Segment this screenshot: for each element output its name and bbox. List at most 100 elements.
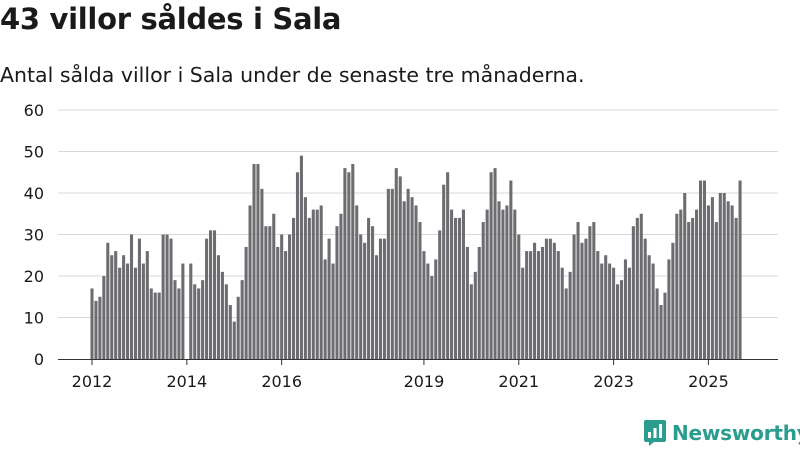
bar	[291, 217, 296, 359]
bar	[540, 246, 545, 359]
bar	[730, 205, 734, 359]
bar	[110, 255, 114, 359]
bar	[212, 230, 217, 359]
y-tick-label: 0	[34, 350, 44, 369]
bar	[311, 209, 315, 359]
bar	[722, 193, 726, 359]
bar	[655, 288, 659, 359]
bar	[94, 300, 98, 359]
bar	[663, 292, 667, 359]
bar	[315, 209, 319, 359]
bar	[465, 246, 469, 359]
bar	[236, 296, 240, 359]
bar	[307, 217, 311, 359]
bar	[189, 263, 193, 359]
bar	[371, 226, 375, 359]
bar	[675, 213, 679, 359]
bar	[560, 267, 564, 359]
bar	[698, 180, 703, 359]
bar	[90, 288, 94, 359]
y-tick-label: 10	[24, 309, 44, 328]
bar	[461, 209, 465, 359]
bar	[418, 222, 422, 359]
bar	[702, 180, 707, 359]
newsworthy-logo-icon	[644, 420, 666, 446]
bar	[635, 217, 639, 359]
bar	[726, 201, 730, 359]
x-axis: 2012 2014 2016 2019 2021 2023 2025	[58, 359, 778, 391]
bar	[359, 234, 363, 359]
bar	[489, 172, 493, 359]
bar	[201, 280, 205, 359]
bar	[256, 163, 260, 359]
bar	[244, 246, 248, 359]
bar	[173, 280, 177, 359]
bar	[323, 259, 327, 359]
bar	[473, 271, 477, 359]
bar	[738, 180, 742, 359]
bar	[608, 263, 612, 359]
bar	[612, 267, 616, 359]
brand-logo: Newsworthy	[644, 420, 800, 446]
bar	[639, 213, 643, 359]
bar	[592, 222, 596, 359]
bar	[378, 238, 382, 359]
bar	[481, 222, 485, 359]
bar	[319, 205, 323, 359]
bar	[240, 280, 244, 359]
bar	[331, 263, 335, 359]
bar	[647, 255, 651, 359]
bar	[284, 251, 288, 359]
bar	[497, 201, 501, 359]
bar	[382, 238, 386, 359]
bar	[485, 209, 489, 359]
bar	[406, 188, 410, 359]
bar	[596, 251, 600, 359]
bar	[533, 242, 537, 359]
bar	[145, 251, 149, 359]
bar	[232, 321, 236, 359]
bar	[355, 205, 359, 359]
bar	[616, 284, 620, 359]
x-tick-label: 2023	[593, 372, 634, 391]
bar	[299, 155, 303, 359]
bar	[149, 288, 153, 359]
bar	[98, 296, 102, 359]
data-label: 43	[734, 0, 754, 4]
bar	[536, 251, 541, 359]
bar	[659, 305, 663, 359]
bar	[687, 222, 691, 359]
bar	[434, 259, 438, 359]
bar	[106, 242, 110, 359]
bar	[564, 288, 568, 359]
bar	[367, 217, 371, 359]
bar	[118, 267, 122, 359]
bar	[252, 163, 256, 359]
bar	[706, 205, 710, 359]
y-tick-label: 40	[24, 184, 44, 203]
bar	[529, 251, 533, 359]
bar	[220, 271, 224, 359]
bar	[572, 234, 576, 359]
bar	[209, 230, 213, 359]
bar	[505, 205, 509, 359]
bar	[513, 209, 517, 359]
bar	[374, 255, 379, 359]
bar	[414, 205, 418, 359]
bar	[734, 217, 738, 359]
bar	[426, 263, 430, 359]
bar	[137, 238, 141, 359]
bars	[90, 155, 742, 359]
bar	[619, 280, 624, 359]
bar	[501, 209, 505, 359]
bar	[224, 284, 228, 359]
x-tick-label: 2021	[498, 372, 539, 391]
bar	[386, 188, 390, 359]
bar	[552, 242, 556, 359]
bar	[390, 188, 394, 359]
bar	[205, 238, 209, 359]
bar	[295, 172, 300, 359]
bar	[402, 201, 406, 359]
bar	[165, 234, 169, 359]
